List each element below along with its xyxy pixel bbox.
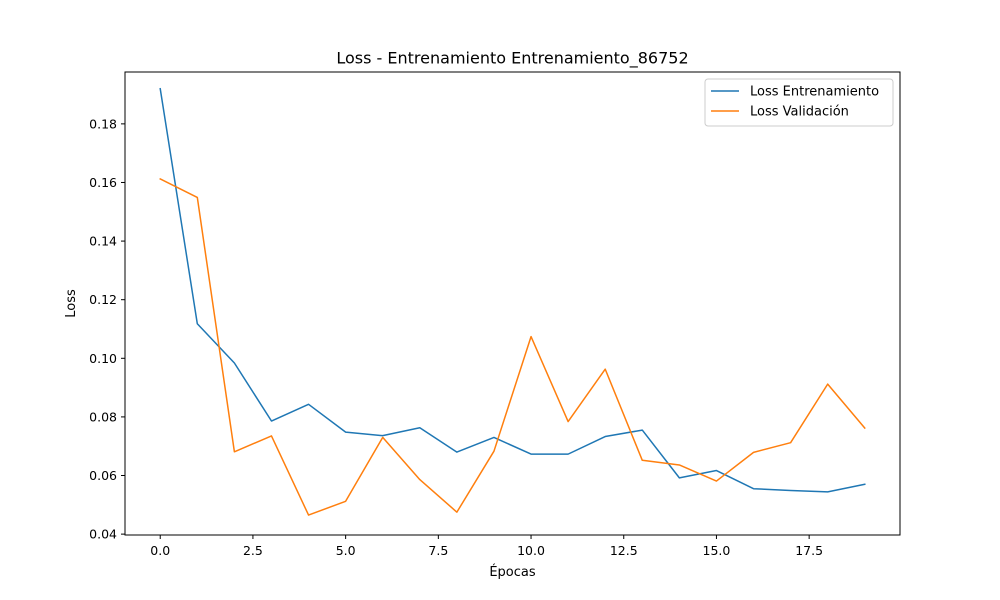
y-tick-label: 0.16 [89, 175, 117, 190]
y-tick-label: 0.14 [89, 234, 117, 249]
y-tick-label: 0.10 [89, 351, 117, 366]
y-axis: 0.04 0.06 0.08 0.10 0.12 0.14 0.16 0.18 [89, 116, 125, 542]
y-tick-label: 0.18 [89, 116, 117, 131]
x-tick-label: 10.0 [517, 543, 545, 558]
legend: Loss Entrenamiento Loss Validación [704, 78, 894, 127]
y-tick-label: 0.06 [89, 468, 117, 483]
legend-label-1: Loss Entrenamiento [750, 85, 879, 100]
x-tick-label: 2.5 [243, 543, 263, 558]
y-tick-label: 0.08 [89, 409, 117, 424]
x-axis: 0.0 2.5 5.0 7.5 10.0 12.5 15.0 17.5 [150, 535, 823, 558]
x-tick-label: 0.0 [150, 543, 170, 558]
series-line-1 [159, 87, 866, 493]
y-tick-label: 0.12 [89, 292, 117, 307]
legend-box [704, 78, 894, 127]
y-axis-label: Loss [64, 289, 79, 318]
legend-label-2: Loss Validación [750, 105, 849, 120]
x-tick-label: 17.5 [795, 543, 823, 558]
series-line-2 [159, 177, 866, 516]
x-axis-label: Épocas [489, 564, 536, 580]
chart-title: Loss - Entrenamiento Entrenamiento_86752 [336, 49, 688, 69]
x-tick-label: 5.0 [336, 543, 356, 558]
plot-frame [124, 71, 901, 536]
x-tick-label: 7.5 [428, 543, 448, 558]
y-tick-label: 0.04 [89, 527, 117, 542]
x-tick-label: 12.5 [610, 543, 638, 558]
x-tick-label: 15.0 [703, 543, 731, 558]
plot-series [159, 87, 866, 516]
